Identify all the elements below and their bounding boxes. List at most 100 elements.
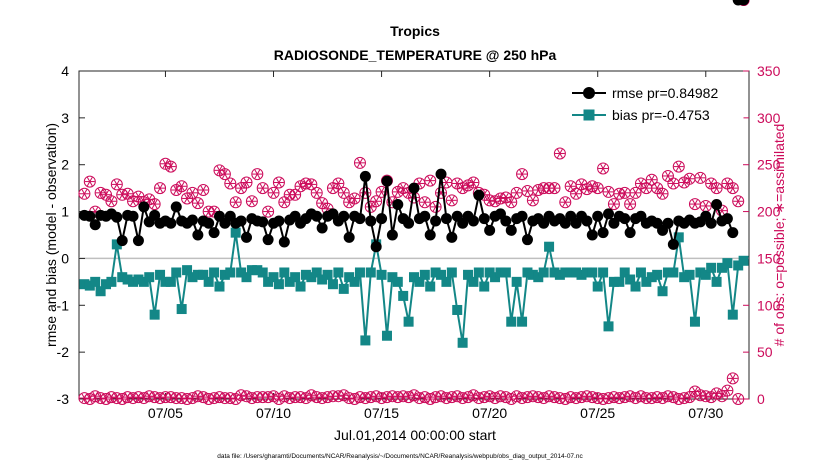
bias-point (376, 269, 387, 280)
bias-point (284, 276, 295, 287)
rmse-point (430, 215, 442, 227)
possible-count-marker (94, 186, 107, 199)
bias-point (165, 276, 176, 287)
possible-count-marker-star (610, 199, 617, 209)
possible-count-marker-star (594, 183, 601, 193)
bias-point (560, 267, 571, 278)
possible-count-marker-star (200, 185, 207, 195)
possible-count-marker-star (573, 189, 580, 199)
bias-point (608, 276, 619, 287)
possible-count-marker-star (346, 197, 353, 207)
bias-point (198, 269, 209, 280)
rmse-point (241, 231, 252, 243)
rmse-point (273, 215, 285, 227)
possible-count-marker-star (670, 178, 677, 189)
bias-point (360, 335, 371, 346)
bias-line (84, 232, 745, 343)
rmse-point (311, 210, 323, 222)
rmse-point (386, 229, 398, 241)
rmse-point (624, 227, 636, 239)
possible-count-marker-star (254, 169, 261, 179)
rmse-point (581, 215, 593, 227)
possible-count-marker-star (211, 206, 218, 217)
possible-count-marker-star (81, 189, 88, 199)
possible-count-marker (694, 171, 707, 184)
possible-count-marker-star (675, 162, 682, 172)
possible-count-marker-star (238, 183, 245, 193)
bias-point (576, 269, 587, 280)
rmse-point (705, 217, 717, 229)
bias-point (463, 269, 474, 280)
possible-count-marker (164, 160, 177, 173)
y-tick-label: 1 (61, 204, 69, 220)
bias-point (95, 286, 106, 297)
bias-point (333, 267, 344, 278)
rmse-point (603, 208, 615, 220)
bias-point (635, 267, 646, 278)
possible-count-marker (267, 186, 280, 199)
possible-count-marker (526, 194, 539, 207)
x-tick-label: 07/20 (472, 405, 507, 421)
bias-point (436, 269, 447, 280)
bias-point (101, 279, 112, 290)
possible-count-marker (289, 188, 302, 201)
bias-point (268, 272, 279, 283)
assimilated-count-marker-star (232, 394, 239, 404)
bias-point (219, 269, 230, 280)
bias-point (587, 267, 598, 278)
possible-count-marker (462, 179, 475, 192)
bias-point (614, 276, 625, 287)
bias-point (441, 276, 452, 287)
rmse-point (165, 217, 177, 229)
bias-point (257, 267, 268, 278)
rmse-point (408, 182, 420, 194)
possible-count-marker (218, 168, 231, 181)
x-tick-label: 07/05 (148, 405, 183, 421)
assimilated-count-marker (721, 384, 734, 397)
rmse-point (365, 215, 377, 227)
rmse-point (521, 234, 533, 246)
bias-point (349, 276, 360, 287)
possible-count-marker-star (578, 179, 585, 189)
possible-count-marker (624, 198, 637, 211)
assimilated-count-marker-star (713, 388, 720, 398)
assimilated-count-marker (337, 389, 350, 402)
rmse-point (343, 231, 355, 243)
possible-count-marker-star (692, 199, 698, 209)
possible-count-marker-star (400, 183, 407, 193)
y-right-tick-label: 50 (757, 344, 773, 360)
possible-count-marker (348, 192, 361, 205)
bias-point (171, 267, 182, 278)
bias-point (500, 267, 511, 278)
possible-count-marker-star (524, 186, 531, 196)
bias-point (446, 267, 457, 278)
legend-bias-label: bias pr=-0.4753 (612, 107, 710, 123)
possible-count-marker-star (167, 162, 174, 172)
rmse-point (392, 199, 404, 211)
y-tick-label: 4 (61, 63, 69, 79)
possible-count-marker (489, 195, 502, 208)
plot-area: -3 -2 -1 0 1 2 3 4 0 50 100 150 200 250 300 350 07/05 07/… (57, 0, 781, 421)
possible-count-marker-star (713, 183, 720, 193)
bias-point (506, 316, 517, 327)
bias-point (354, 267, 365, 278)
rmse-point (662, 217, 674, 229)
bias-point (317, 274, 328, 285)
bias-point (565, 267, 576, 278)
rmse-point (376, 213, 388, 225)
legend-bias-marker (583, 109, 595, 121)
possible-count-marker (467, 176, 480, 189)
rmse-point (370, 241, 382, 253)
bias-point (571, 267, 582, 278)
rmse-point (116, 235, 128, 247)
possible-count-marker-star (508, 197, 515, 207)
rmse-point (592, 210, 604, 222)
bias-point (657, 286, 668, 297)
bias-point (544, 241, 555, 252)
bias-point (695, 267, 706, 278)
bias-point (468, 276, 479, 287)
y-right-tick-label: 250 (757, 157, 781, 173)
possible-count-marker-star (735, 196, 742, 206)
bias-point (457, 337, 468, 348)
possible-count-marker-star (335, 178, 342, 189)
